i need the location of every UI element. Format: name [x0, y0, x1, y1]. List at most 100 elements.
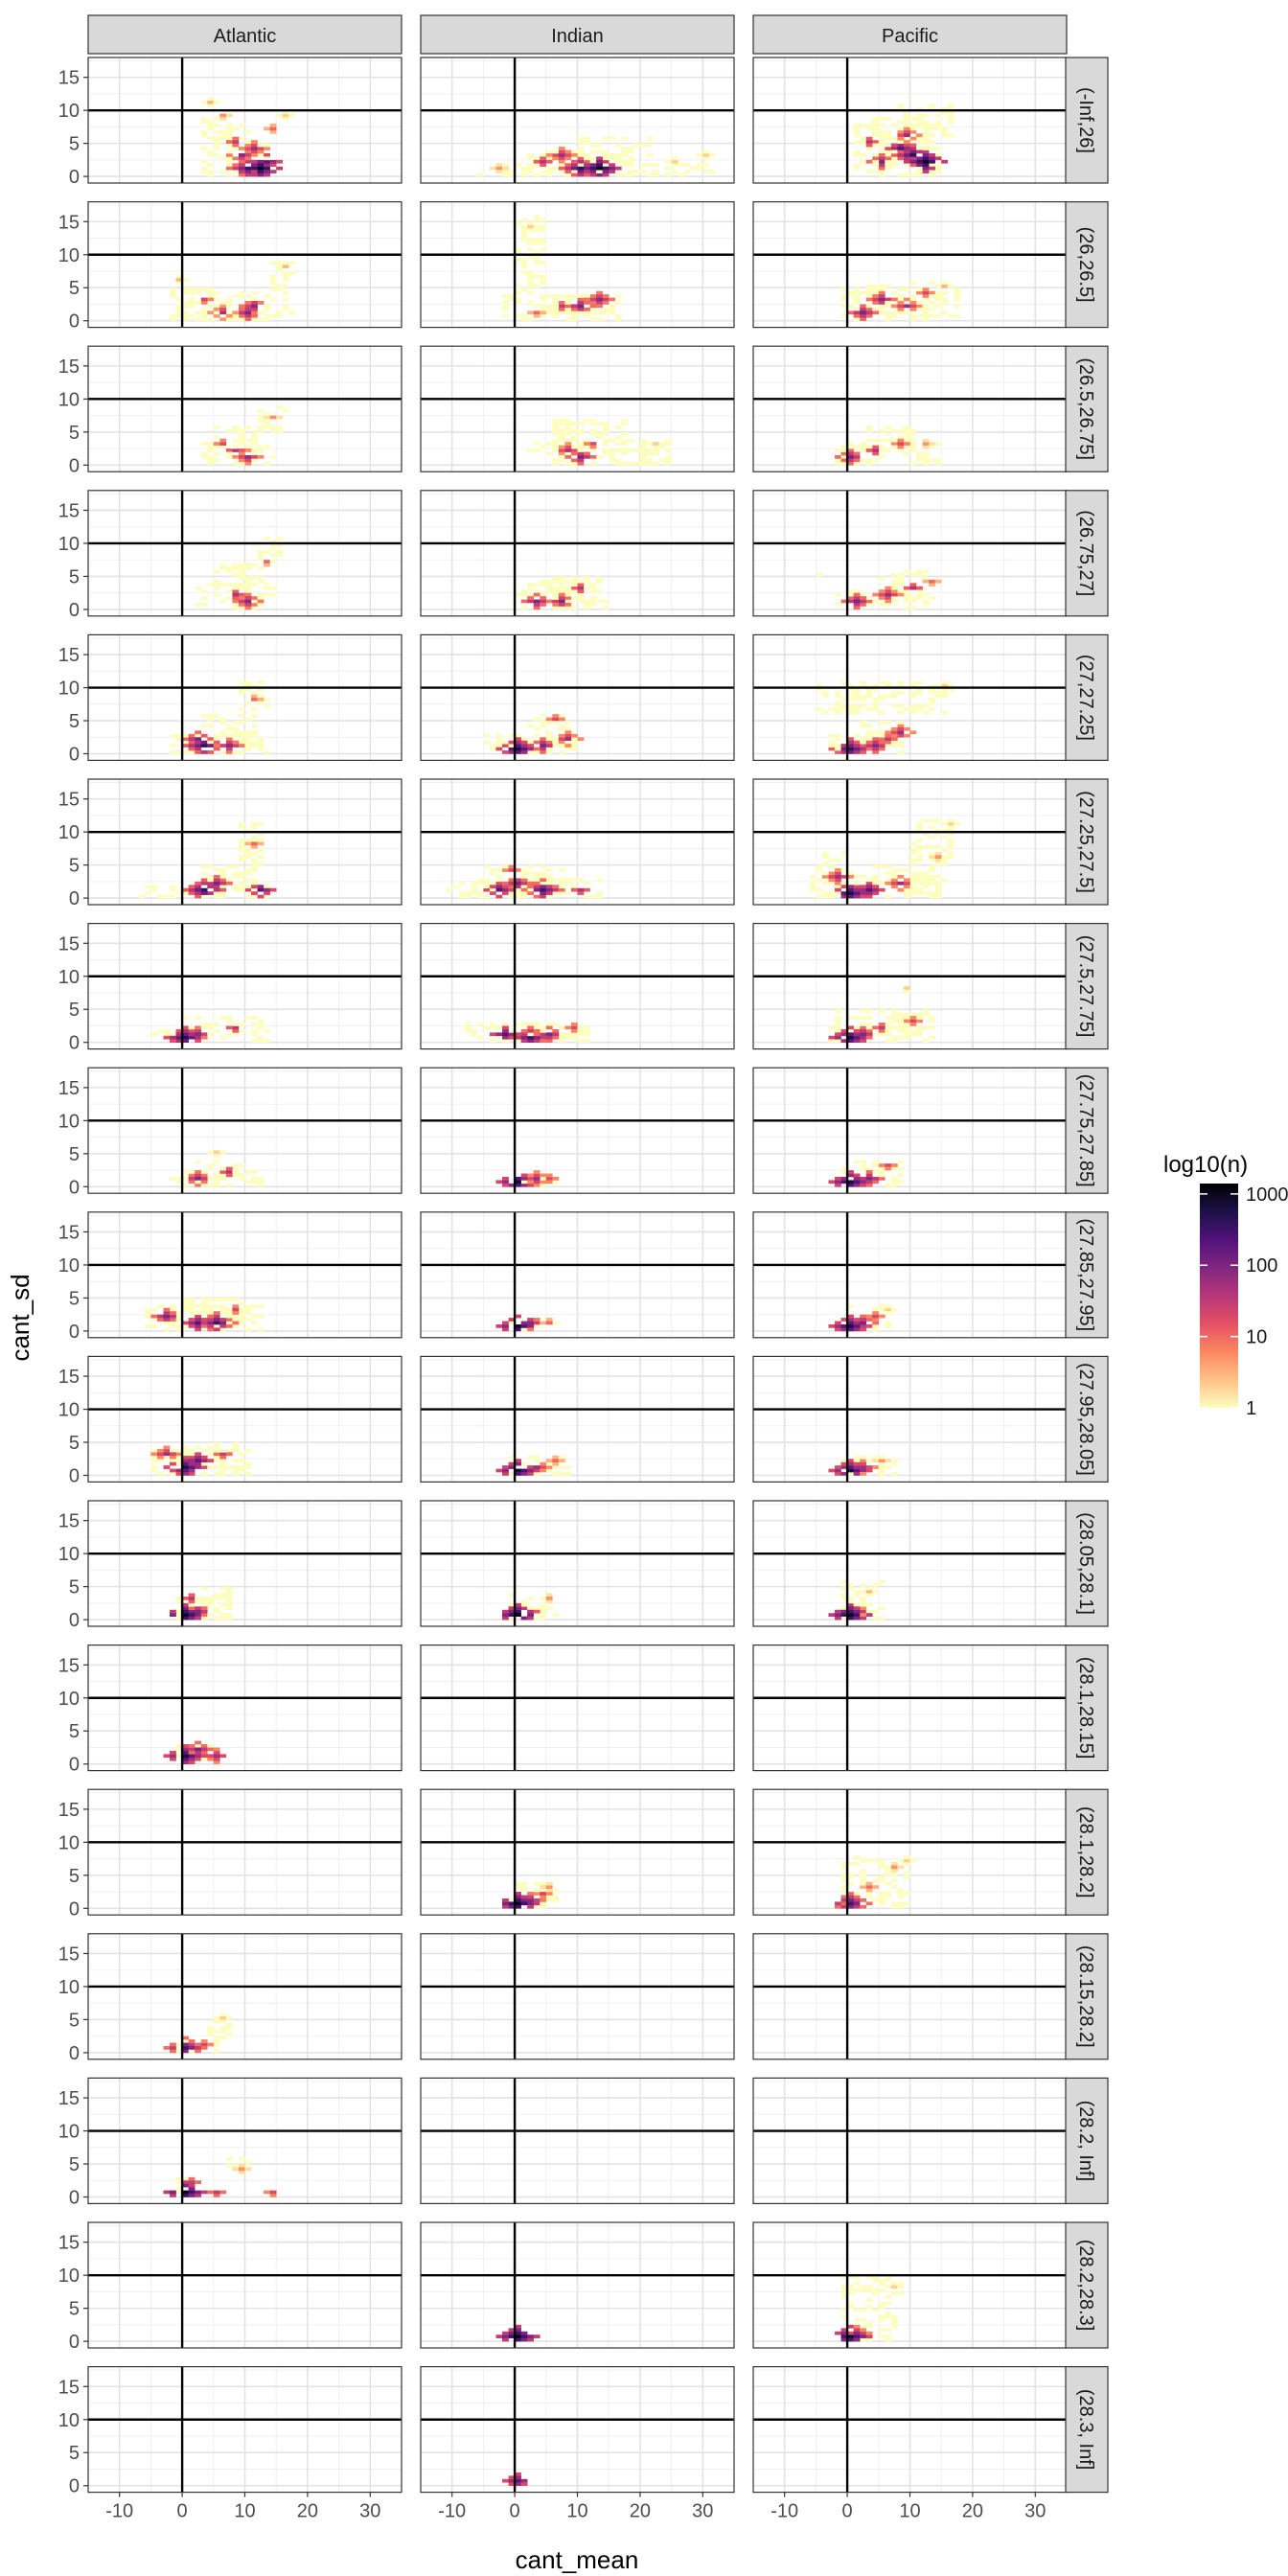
heatmap-tile — [232, 572, 240, 577]
heatmap-tile — [540, 277, 547, 282]
heatmap-tile — [483, 894, 491, 899]
heatmap-tile — [545, 1888, 553, 1893]
heatmap-tile — [251, 841, 258, 846]
heatmap-tile — [922, 603, 930, 607]
heatmap-tile — [885, 894, 892, 899]
heatmap-tile — [244, 445, 252, 449]
heatmap-tile — [264, 586, 270, 590]
heatmap-tile — [853, 1028, 861, 1033]
heatmap-tile — [264, 703, 270, 708]
heatmap-tile — [872, 747, 880, 751]
heatmap-tile — [540, 1183, 547, 1187]
heatmap-tile — [170, 2194, 176, 2197]
heatmap-tile — [244, 438, 252, 443]
heatmap-tile — [916, 458, 923, 463]
heatmap-tile — [200, 1311, 208, 1315]
heatmap-tile — [527, 871, 535, 876]
heatmap-tile — [584, 307, 590, 311]
heatmap-tile — [527, 724, 535, 728]
heatmap-tile — [878, 156, 886, 161]
heatmap-tile — [502, 1327, 509, 1332]
heatmap-tile — [182, 1452, 189, 1457]
heatmap-tile — [909, 159, 917, 164]
heatmap-tile — [577, 442, 585, 446]
heatmap-tile — [872, 881, 880, 886]
heatmap-tile — [947, 313, 954, 318]
heatmap-tile — [264, 172, 270, 177]
heatmap-tile — [244, 589, 252, 593]
heatmap-tile — [860, 1878, 867, 1883]
heatmap-tile — [865, 730, 873, 735]
heatmap-tile — [213, 586, 220, 590]
heatmap-tile — [207, 1754, 215, 1759]
heatmap-tile — [276, 288, 284, 291]
heatmap-tile — [840, 2331, 848, 2335]
heatmap-tile — [264, 163, 270, 168]
heatmap-tile — [219, 1459, 227, 1463]
heatmap-tile — [533, 159, 540, 164]
panel-border — [420, 922, 735, 1050]
heatmap-tile — [860, 159, 867, 164]
heatmap-tile — [533, 1183, 540, 1187]
heatmap-tile — [909, 684, 917, 688]
heatmap-tile — [596, 301, 603, 305]
heatmap-tile — [257, 680, 264, 685]
heatmap-tile — [232, 1307, 240, 1312]
heatmap-tile — [890, 1166, 898, 1171]
heatmap-tile — [934, 851, 942, 856]
heatmap-tile — [872, 730, 880, 735]
heatmap-tile — [865, 894, 873, 899]
heatmap-tile — [251, 885, 258, 889]
heatmap-tile — [219, 730, 227, 735]
heatmap-tile — [627, 172, 634, 177]
heatmap-tile — [200, 1307, 208, 1312]
y-tick-label: 5 — [69, 711, 80, 732]
heatmap-tile — [890, 438, 898, 443]
heatmap-tile — [941, 691, 949, 695]
heatmap-tile — [878, 152, 886, 157]
heatmap-tile — [520, 170, 528, 173]
heatmap-tile — [552, 1459, 560, 1463]
heatmap-tile — [533, 1468, 540, 1473]
heatmap-tile — [188, 2049, 196, 2054]
heatmap-tile — [885, 592, 892, 597]
heatmap-tile — [232, 887, 240, 892]
heatmap-tile — [929, 825, 935, 830]
heatmap-tile — [897, 1166, 905, 1171]
heatmap-tile — [545, 586, 553, 590]
heatmap-tile — [847, 894, 854, 899]
heatmap-tile — [872, 1459, 880, 1463]
heatmap-tile — [545, 733, 553, 738]
heatmap-tile — [213, 868, 220, 872]
heatmap-tile — [853, 1862, 861, 1866]
heatmap-tile — [941, 855, 949, 860]
heatmap-tile — [878, 172, 886, 177]
heatmap-tile — [853, 687, 861, 692]
heatmap-tile — [909, 851, 917, 856]
heatmap-tile — [495, 166, 503, 171]
heatmap-tile — [552, 1895, 560, 1899]
heatmap-tile — [897, 1888, 905, 1893]
heatmap-tile — [947, 687, 954, 692]
heatmap-tile — [527, 887, 535, 892]
heatmap-tile — [584, 881, 590, 886]
heatmap-tile — [238, 596, 245, 600]
heatmap-tile — [564, 586, 572, 590]
heatmap-tile — [934, 113, 942, 118]
heatmap-tile — [922, 159, 930, 164]
heatmap-tile — [269, 425, 277, 429]
heatmap-tile — [903, 1028, 910, 1033]
heatmap-tile — [821, 691, 829, 695]
heatmap-tile — [232, 1321, 240, 1325]
heatmap-tile — [847, 2285, 854, 2289]
heatmap-tile — [232, 1028, 240, 1033]
heatmap-tile — [878, 747, 886, 751]
heatmap-tile — [878, 301, 886, 305]
heatmap-tile — [520, 1028, 528, 1033]
heatmap-tile — [213, 740, 220, 745]
heatmap-tile — [897, 1180, 905, 1184]
heatmap-tile — [476, 1023, 484, 1026]
heatmap-tile — [860, 1583, 867, 1587]
heatmap-tile — [929, 140, 935, 144]
